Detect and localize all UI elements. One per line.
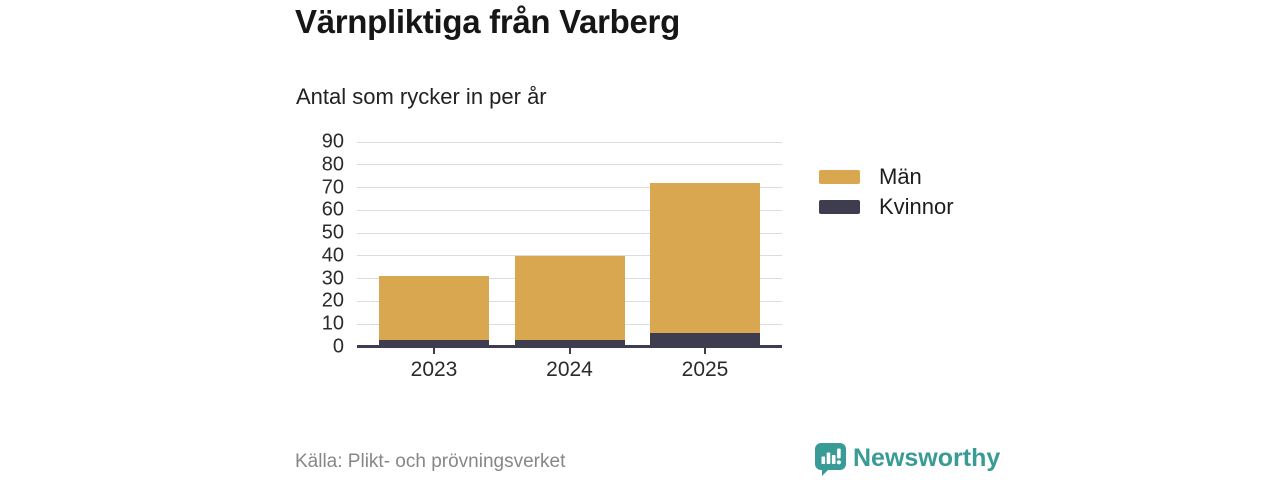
bar-segment-kvinnor-2025 [650,333,760,347]
x-axis-label: 2024 [546,358,593,381]
y-axis-label: 60 [321,198,344,221]
x-axis-label: 2023 [410,358,458,381]
x-axis-line [357,345,782,348]
bar-segment-kvinnor-2024 [514,340,625,347]
y-axis-label: 50 [321,221,344,244]
newsworthy-logo-link[interactable]: Newsworthy [815,443,1000,476]
x-axis-tick [704,348,706,354]
newsworthy-wordmark: Newsworthy [853,444,1001,472]
gridline [357,164,782,166]
legend-item-women: Kvinnor [819,192,954,222]
gridline [357,187,782,189]
newsworthy-bubble-chart-icon [815,443,846,476]
legend-item-men: Män [819,162,954,192]
y-axis-label: 30 [321,267,344,290]
y-axis-label: 10 [321,312,344,335]
gridline [357,232,782,234]
x-axis-tick [568,348,571,354]
y-axis-label: 90 [321,130,344,153]
x-axis-tick [433,348,435,354]
gridline [357,209,782,211]
y-axis-label: 0 [332,335,344,358]
legend-swatch-men [819,170,860,184]
bar-segment-män-2025 [650,183,760,334]
bar-segment-män-2023 [379,276,489,341]
y-axis-label: 40 [321,244,344,267]
chart-title: Värnpliktiga från Varberg [295,3,680,40]
bar-segment-män-2024 [514,255,625,341]
chart-subtitle: Antal som rycker in per år [296,84,547,109]
gridline [357,141,782,143]
chart-legend: Män Kvinnor [819,162,954,222]
legend-swatch-women [819,200,860,214]
legend-label-women: Kvinnor [879,194,954,219]
y-axis-label: 20 [321,289,344,312]
source-attribution: Källa: Plikt- och prövningsverket [295,451,566,472]
x-axis-label: 2025 [681,358,729,381]
legend-label-men: Män [879,164,922,189]
bar-segment-kvinnor-2023 [379,340,489,347]
y-axis-label: 70 [321,176,344,199]
y-axis-label: 80 [321,153,344,176]
